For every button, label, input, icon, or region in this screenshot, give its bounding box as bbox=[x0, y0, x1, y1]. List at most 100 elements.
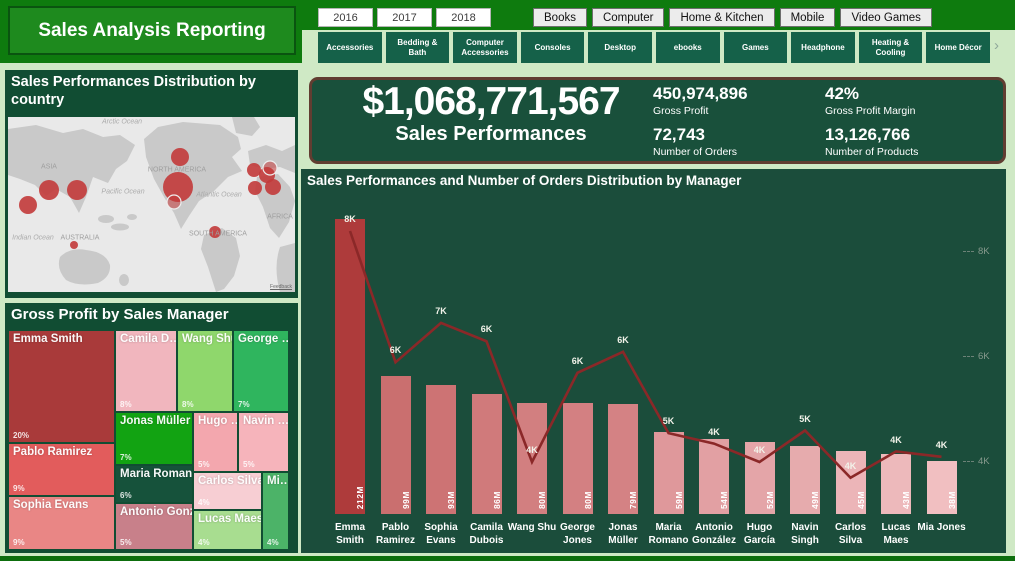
bar-wang-shu[interactable]: 80M bbox=[517, 403, 547, 514]
treemap-cell-mi-[interactable]: Mi… 4% bbox=[263, 473, 288, 549]
bar-maria-romano[interactable]: 59M bbox=[653, 432, 684, 514]
treemap-cell-jonas-m-ller[interactable]: Jonas Müller 7% bbox=[116, 413, 192, 464]
map-bubble[interactable] bbox=[171, 148, 189, 166]
map-label-south-america: SOUTH AMERICA bbox=[189, 230, 247, 238]
treemap-cell-hugo-[interactable]: Hugo … 5% bbox=[194, 413, 237, 471]
subcategory-button-games[interactable]: Games bbox=[723, 32, 788, 63]
subcategory-button-desktop[interactable]: Desktop bbox=[588, 32, 652, 63]
treemap-cell-name: Navin … bbox=[243, 415, 288, 427]
treemap-cell-value: 8% bbox=[120, 400, 132, 409]
map-bubble[interactable] bbox=[39, 180, 59, 200]
treemap-cell-name: Wang Shu bbox=[182, 333, 232, 345]
x-axis-label: Pablo Ramirez bbox=[376, 522, 415, 546]
bar-lucas-maes[interactable]: 43M bbox=[881, 454, 911, 514]
map-label-atlantic-ocean: Atlantic Ocean bbox=[196, 191, 242, 199]
treemap-cell-name: Carlos Silva bbox=[198, 475, 261, 487]
subcategory-button-heating-cooling[interactable]: Heating & Cooling bbox=[858, 32, 923, 63]
treemap-cell-lucas-maes[interactable]: Lucas Maes 4% bbox=[194, 511, 261, 549]
treemap-cell-pablo-ramirez[interactable]: Pablo Ramirez 9% bbox=[9, 444, 114, 495]
treemap-cell-carlos-silva[interactable]: Carlos Silva 4% bbox=[194, 473, 261, 509]
bar-emma-smith[interactable]: 212M bbox=[335, 219, 365, 514]
subcategory-button-headphone[interactable]: Headphone bbox=[791, 32, 855, 63]
bottom-border bbox=[0, 556, 1015, 561]
bar-pablo-ramirez[interactable]: 99M bbox=[380, 376, 411, 514]
treemap-cell-antonio-gonz-[interactable]: Antonio Gonz… 5% bbox=[116, 504, 192, 549]
map-bubble[interactable] bbox=[248, 181, 262, 195]
chevron-right-icon[interactable]: › bbox=[994, 37, 999, 54]
line-value-label: 4K bbox=[890, 434, 902, 445]
bar-sophia-evans[interactable]: 93M bbox=[426, 385, 456, 514]
category-button-computer[interactable]: Computer bbox=[591, 8, 665, 27]
bar-george-jones[interactable]: 80M bbox=[562, 403, 593, 514]
map-panel-title: Sales Performances Distribution by count… bbox=[11, 74, 256, 109]
map-bubble[interactable] bbox=[262, 160, 278, 176]
line-value-label: 6K bbox=[571, 355, 584, 366]
bar-antonio-gonz-lez[interactable]: 54M bbox=[699, 439, 729, 514]
combo-chart-panel: Sales Performances and Number of Orders … bbox=[301, 169, 1006, 553]
category-button-mobile[interactable]: Mobile bbox=[779, 8, 836, 27]
treemap-cell-value: 4% bbox=[198, 538, 210, 547]
treemap-cell-maria-romano[interactable]: Maria Romano 6% bbox=[116, 466, 192, 502]
year-button-2016[interactable]: 2016 bbox=[318, 8, 373, 27]
x-axis-label: George Jones bbox=[559, 522, 595, 546]
map-bubble[interactable] bbox=[166, 194, 182, 210]
category-button-home-kitchen[interactable]: Home & Kitchen bbox=[669, 8, 775, 27]
bar-value-label: 59M bbox=[673, 490, 684, 509]
treemap-cell-name: Hugo … bbox=[198, 415, 237, 427]
treemap-cell-wang-shu[interactable]: Wang Shu 8% bbox=[178, 331, 232, 411]
subcategory-button-computer-accessories[interactable]: Computer Accessories bbox=[453, 32, 517, 63]
treemap-cell-emma-smith[interactable]: Emma Smith 20% bbox=[9, 331, 114, 442]
treemap-cell-name: Mi… bbox=[267, 475, 288, 487]
right-axis-tick-label: 6K bbox=[978, 351, 990, 362]
treemap-cell-value: 9% bbox=[13, 538, 25, 547]
bar-value-label: 86M bbox=[491, 490, 502, 509]
map-bubble[interactable] bbox=[265, 179, 281, 195]
bar-jonas-m-ller[interactable]: 79M bbox=[608, 404, 638, 514]
x-axis-label: Wang Shu bbox=[507, 522, 557, 533]
subcategory-button-ebooks[interactable]: ebooks bbox=[655, 32, 720, 63]
map-bubble[interactable] bbox=[247, 163, 261, 177]
category-button-video-games[interactable]: Video Games bbox=[840, 8, 932, 27]
map-label-africa: AFRICA bbox=[267, 213, 293, 221]
treemap-cell-name: Pablo Ramirez bbox=[13, 446, 93, 458]
treemap-panel: Gross Profit by Sales Manager Emma Smith… bbox=[5, 303, 298, 553]
line-value-label: 8K bbox=[344, 214, 356, 224]
map-bubble[interactable] bbox=[70, 241, 78, 249]
treemap-cell-george-[interactable]: George … 7% bbox=[234, 331, 288, 411]
line-value-label: 6K bbox=[480, 324, 493, 335]
treemap: Emma Smith 20% Pablo Ramirez 9% Sophia Evans… bbox=[8, 330, 295, 550]
treemap-cell-value: 8% bbox=[182, 400, 194, 409]
bar-navin-singh[interactable]: 49M bbox=[790, 446, 820, 514]
bar-camila-dubois[interactable]: 86M bbox=[471, 394, 502, 514]
bar-mia-jones[interactable]: 38M bbox=[926, 461, 957, 514]
map-bubble[interactable] bbox=[19, 196, 37, 214]
treemap-cell-camila-d-[interactable]: Camila D… 8% bbox=[116, 331, 176, 411]
subcategory-button-bedding-bath[interactable]: Bedding & Bath bbox=[385, 32, 450, 63]
bar-value-label: 38M bbox=[946, 490, 957, 509]
subcategory-button-consoles[interactable]: Consoles bbox=[520, 32, 585, 63]
x-axis-label: Emma Smith bbox=[334, 522, 365, 546]
world-map[interactable]: Arctic Ocean ASIA NORTH AMERICA Pacific Oce… bbox=[8, 117, 295, 292]
subcategory-button-home-d-cor[interactable]: Home Décor bbox=[926, 32, 990, 63]
map-bubble[interactable] bbox=[209, 226, 221, 238]
category-button-books[interactable]: Books bbox=[533, 8, 587, 27]
x-axis-label: Mia Jones bbox=[917, 522, 966, 533]
map-feedback-link[interactable]: Feedback bbox=[270, 284, 292, 290]
subcategory-button-accessories[interactable]: Accessories bbox=[318, 32, 382, 63]
year-button-2017[interactable]: 2017 bbox=[377, 8, 432, 27]
map-bubble[interactable] bbox=[67, 180, 87, 200]
kpi-stat-gross-profit: 450,974,896 Gross Profit bbox=[653, 84, 748, 117]
year-button-2018[interactable]: 2018 bbox=[436, 8, 491, 27]
treemap-cell-navin-[interactable]: Navin … 5% bbox=[239, 413, 288, 471]
chart-title: Sales Performances and Number of Orders … bbox=[307, 173, 742, 188]
map-bubble[interactable] bbox=[163, 172, 193, 202]
bar-value-label: 45M bbox=[855, 490, 866, 509]
treemap-cell-name: Antonio Gonz… bbox=[120, 506, 192, 518]
x-axis-label: Camila Dubois bbox=[469, 522, 504, 546]
kpi-main-value: $1,068,771,567 bbox=[362, 80, 620, 123]
category-filter-group: Books Computer Home & Kitchen Mobile Video G… bbox=[533, 8, 932, 27]
treemap-cell-value: 4% bbox=[198, 498, 210, 507]
treemap-cell-sophia-evans[interactable]: Sophia Evans 9% bbox=[9, 497, 114, 549]
line-value-label: 7K bbox=[435, 305, 447, 316]
